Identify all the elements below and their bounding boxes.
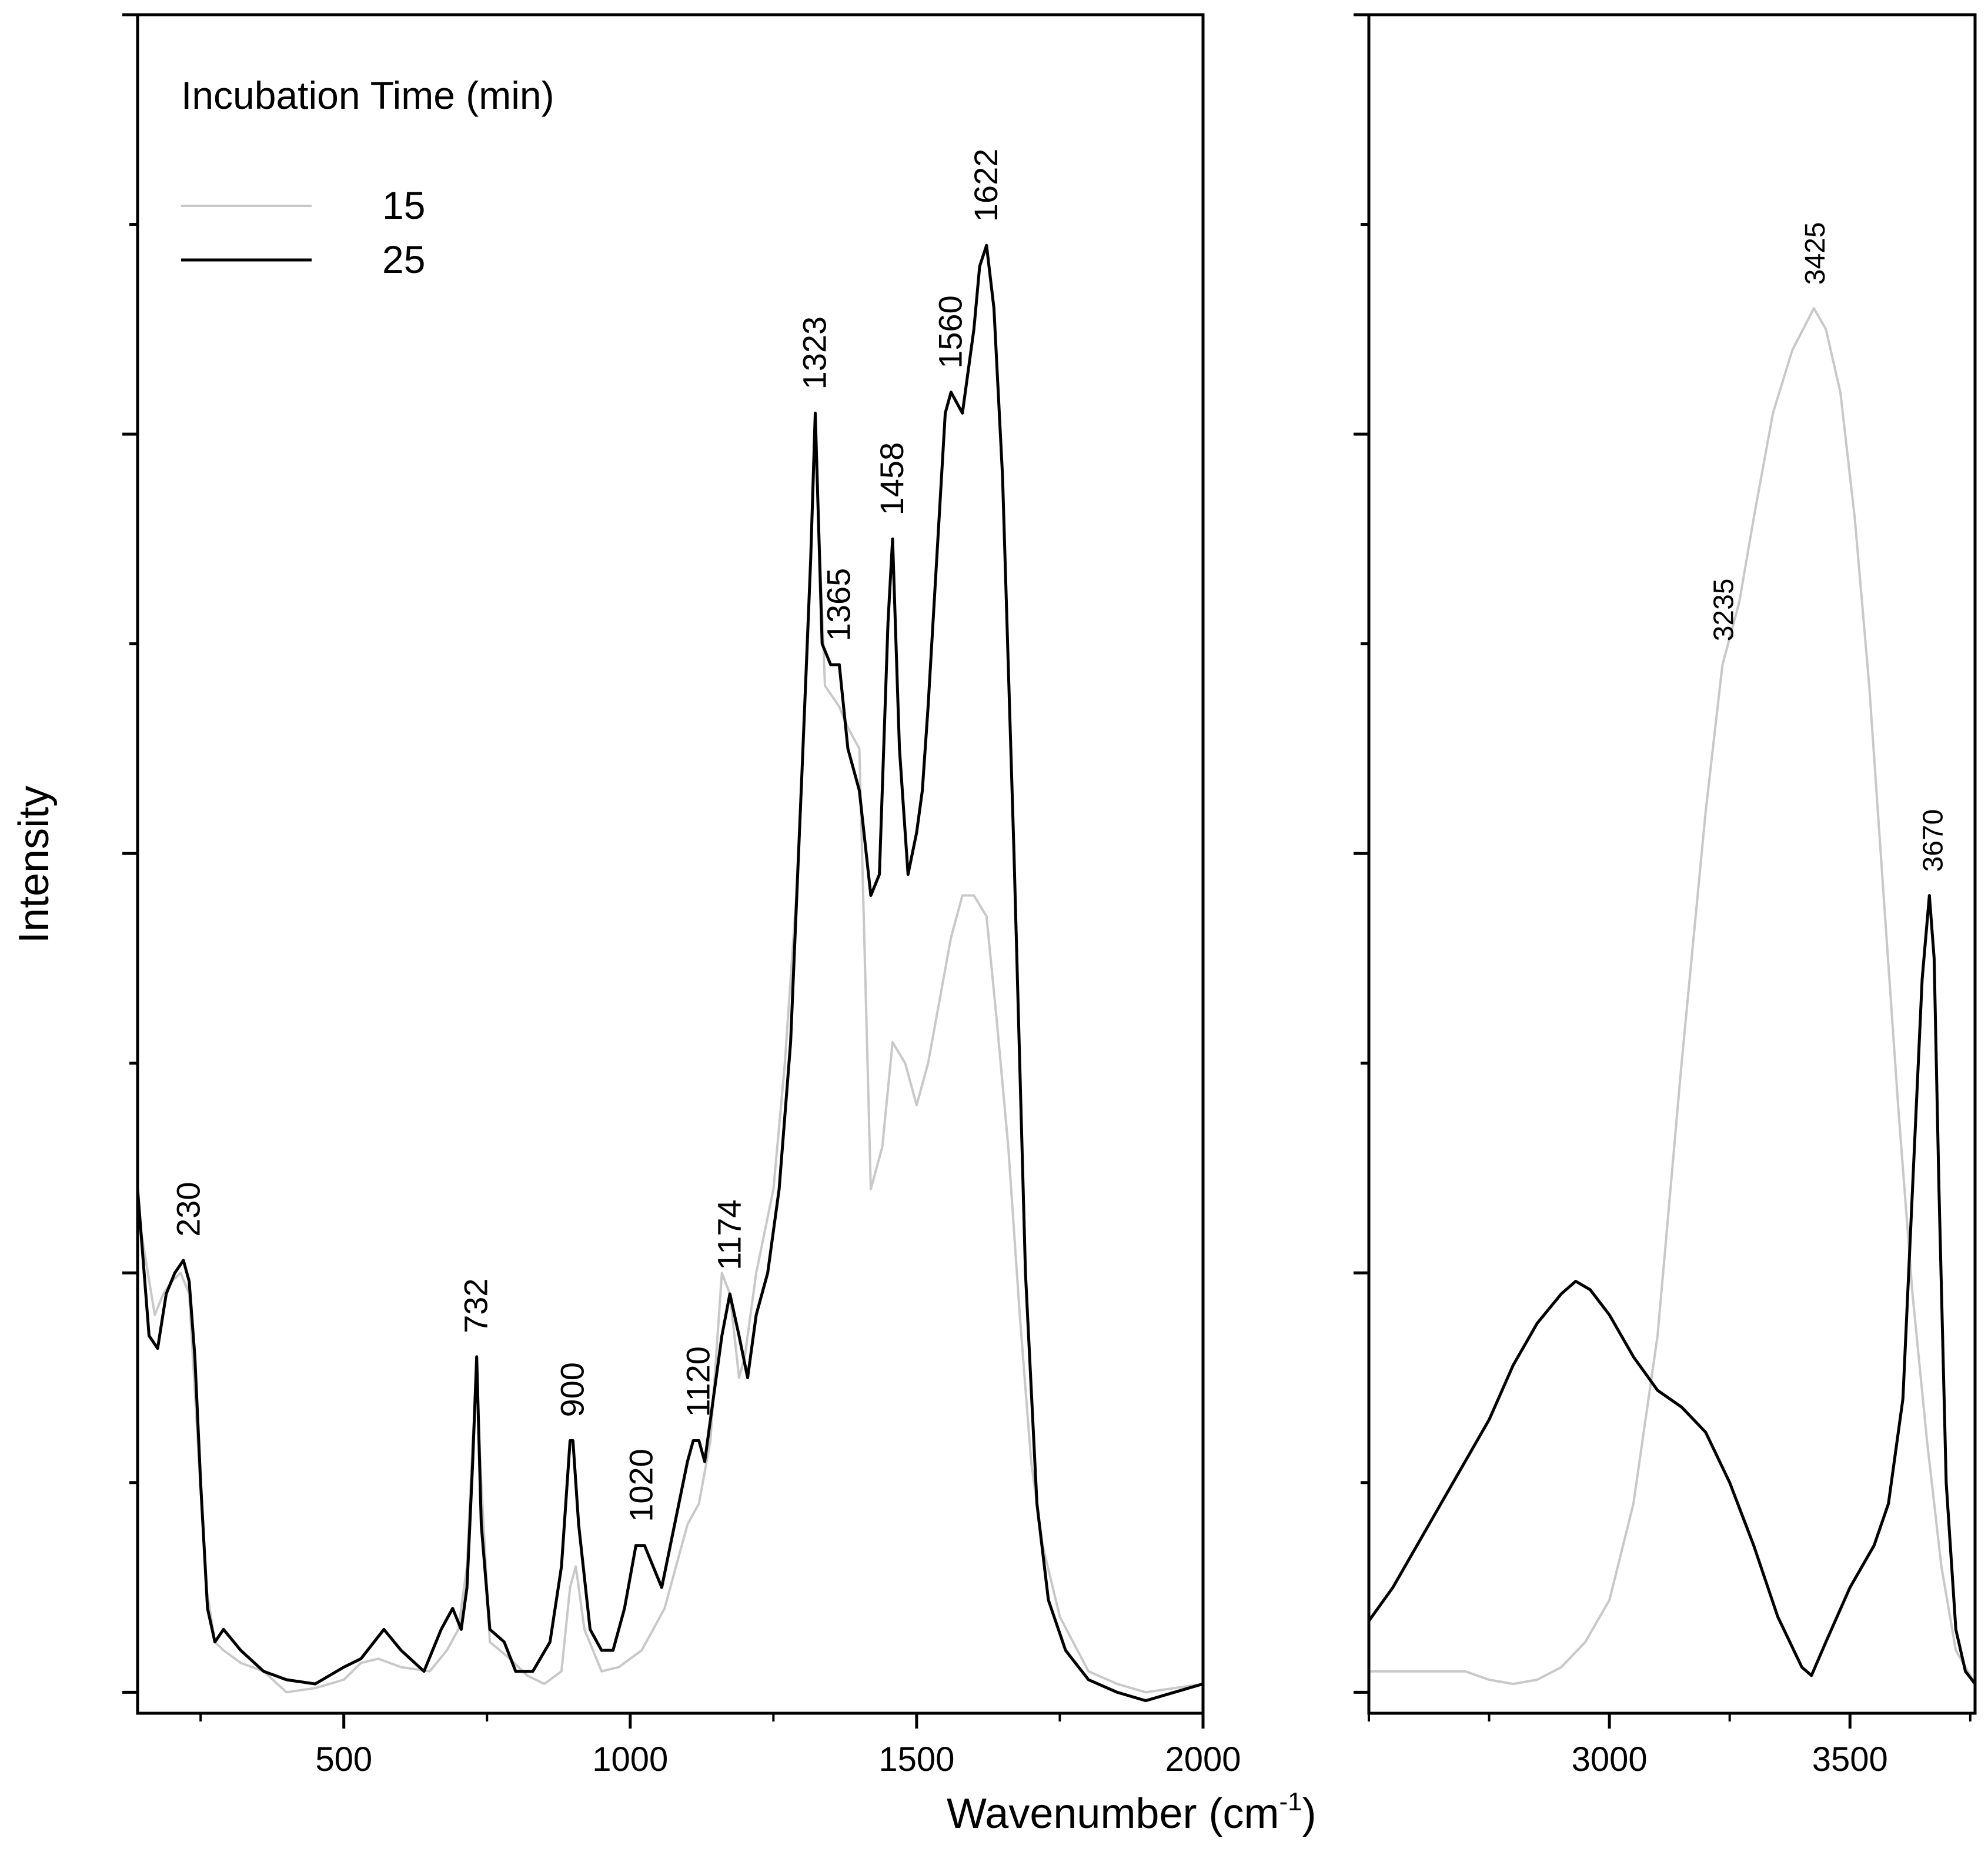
left-ticks: 500 1000 1500 2000 — [122, 13, 1241, 1779]
y-axis-title: Intensity — [11, 786, 58, 943]
left-plot-frame — [136, 13, 1205, 1715]
peak-label-1020: 1020 — [622, 1449, 659, 1522]
peak-label-3425: 3425 — [1800, 222, 1831, 285]
left-x-tick-label-1500: 1500 — [878, 1740, 954, 1779]
legend-label-15: 15 — [382, 184, 425, 227]
peak-label-732: 732 — [457, 1278, 495, 1333]
peak-label-1365: 1365 — [820, 568, 857, 642]
legend-title: Incubation Time (min) — [181, 74, 554, 117]
left-peak-labels: 230 732 900 1020 1120 1174 1323 1365 1458 1560 162… — [170, 149, 1004, 1522]
peak-label-1174: 1174 — [710, 1199, 747, 1270]
left-x-tick-label-1000: 1000 — [592, 1740, 668, 1779]
peak-label-1458: 1458 — [873, 442, 910, 516]
right-series-25-line — [1367, 894, 1976, 1685]
left-series-15-line — [136, 433, 1204, 1694]
x-axis-title-superscript: -1 — [1279, 1787, 1302, 1816]
peak-label-1622: 1622 — [967, 149, 1004, 222]
left-panel: 230 732 900 1020 1120 1174 1323 1365 1458 1560 162… — [122, 13, 1241, 1779]
peak-label-3235: 3235 — [1708, 579, 1739, 642]
x-axis-title-main: Wavenumber (cm — [947, 1790, 1279, 1837]
legend-label-25: 25 — [382, 238, 425, 281]
right-panel: 3235 3425 3670 3000 3500 — [1354, 13, 1977, 1779]
peak-label-1120: 1120 — [680, 1346, 717, 1417]
left-x-tick-label-2000: 2000 — [1165, 1740, 1241, 1779]
right-x-tick-label-3000: 3000 — [1572, 1740, 1648, 1779]
legend: Incubation Time (min) 15 25 — [181, 74, 554, 281]
right-x-tick-label-3500: 3500 — [1812, 1740, 1888, 1779]
left-series-group — [136, 243, 1204, 1703]
right-series-group — [1367, 307, 1976, 1686]
peak-label-3670: 3670 — [1917, 809, 1949, 872]
left-x-tick-label-500: 500 — [315, 1740, 372, 1779]
x-axis-title: Wavenumber (cm-1) — [947, 1787, 1317, 1837]
peak-label-1323: 1323 — [796, 316, 833, 390]
peak-label-900: 900 — [553, 1362, 590, 1417]
right-ticks: 3000 3500 — [1354, 13, 1972, 1779]
right-series-15-line — [1369, 307, 1976, 1686]
peak-label-230: 230 — [170, 1182, 207, 1236]
peak-label-1560: 1560 — [931, 295, 968, 369]
right-plot-frame — [1367, 13, 1977, 1715]
right-peak-labels: 3235 3425 3670 — [1708, 222, 1949, 872]
left-series-25-line — [136, 243, 1204, 1703]
x-axis-title-close: ) — [1302, 1790, 1317, 1837]
